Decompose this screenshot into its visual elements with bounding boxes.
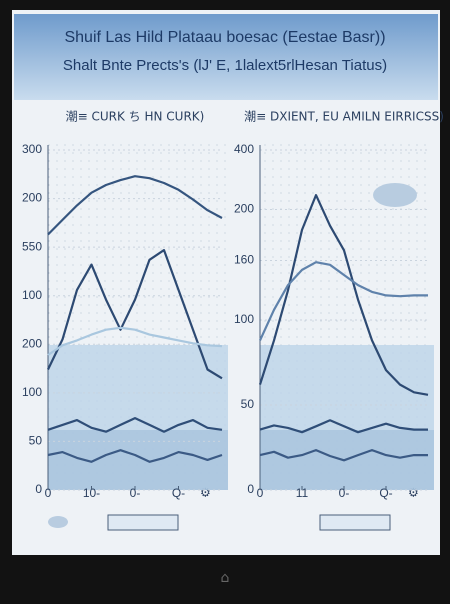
x-tick-label: Q- [172,486,185,500]
svg-text:⚙: ⚙ [200,486,211,500]
svg-text:⌂: ⌂ [221,570,230,586]
y-tick-label: 0 [247,482,254,496]
bottom-icons: ⚙ ⚙ ⌂ [48,183,419,586]
x-tick-label: 11 [296,486,309,500]
y-tick-label: 160 [234,253,254,267]
x-tick-label: 0 [257,486,264,500]
x-tick-label: Q- [379,486,392,500]
panel-title: 潮≡ DXIENT, EU AMILN EIRRICSS) [244,109,444,124]
line [47,326,223,356]
line [258,261,428,341]
y-tick-label: 400 [234,142,254,156]
line [47,249,223,380]
line [47,449,223,463]
page-title: Shuif Las Hild Plataau boesac (Eestae Ba… [64,29,385,46]
y-tick-label: 550 [22,239,42,253]
y-tick-label: 50 [29,434,43,448]
header-band [14,14,438,100]
line [258,194,429,396]
line [259,449,428,462]
y-tick-label: 200 [22,336,42,350]
panel-title: 潮≡ CURK ち HN CURK) [66,109,205,124]
x-tick-label: 0- [339,486,350,500]
y-tick-label: 100 [22,385,42,399]
x-tick-label: 0 [45,486,52,500]
line [259,419,428,434]
x-tick-label: 0- [130,486,141,500]
y-tick-label: 200 [22,191,42,205]
y-tick-label: 100 [234,312,254,326]
x-tick-label: 10- [83,486,100,500]
y-tick-label: 300 [22,142,42,156]
page-subtitle: Shalt Bnte Prects's (lJ' E, 1lalext5rlHe… [63,57,387,74]
y-tick-label: 50 [241,397,255,411]
line [47,175,223,236]
line [47,417,223,433]
y-tick-label: 100 [22,288,42,302]
shade [48,430,228,490]
y-tick-label: 200 [234,202,254,216]
y-tick-label: 0 [35,482,42,496]
svg-text:⚙: ⚙ [408,486,419,500]
